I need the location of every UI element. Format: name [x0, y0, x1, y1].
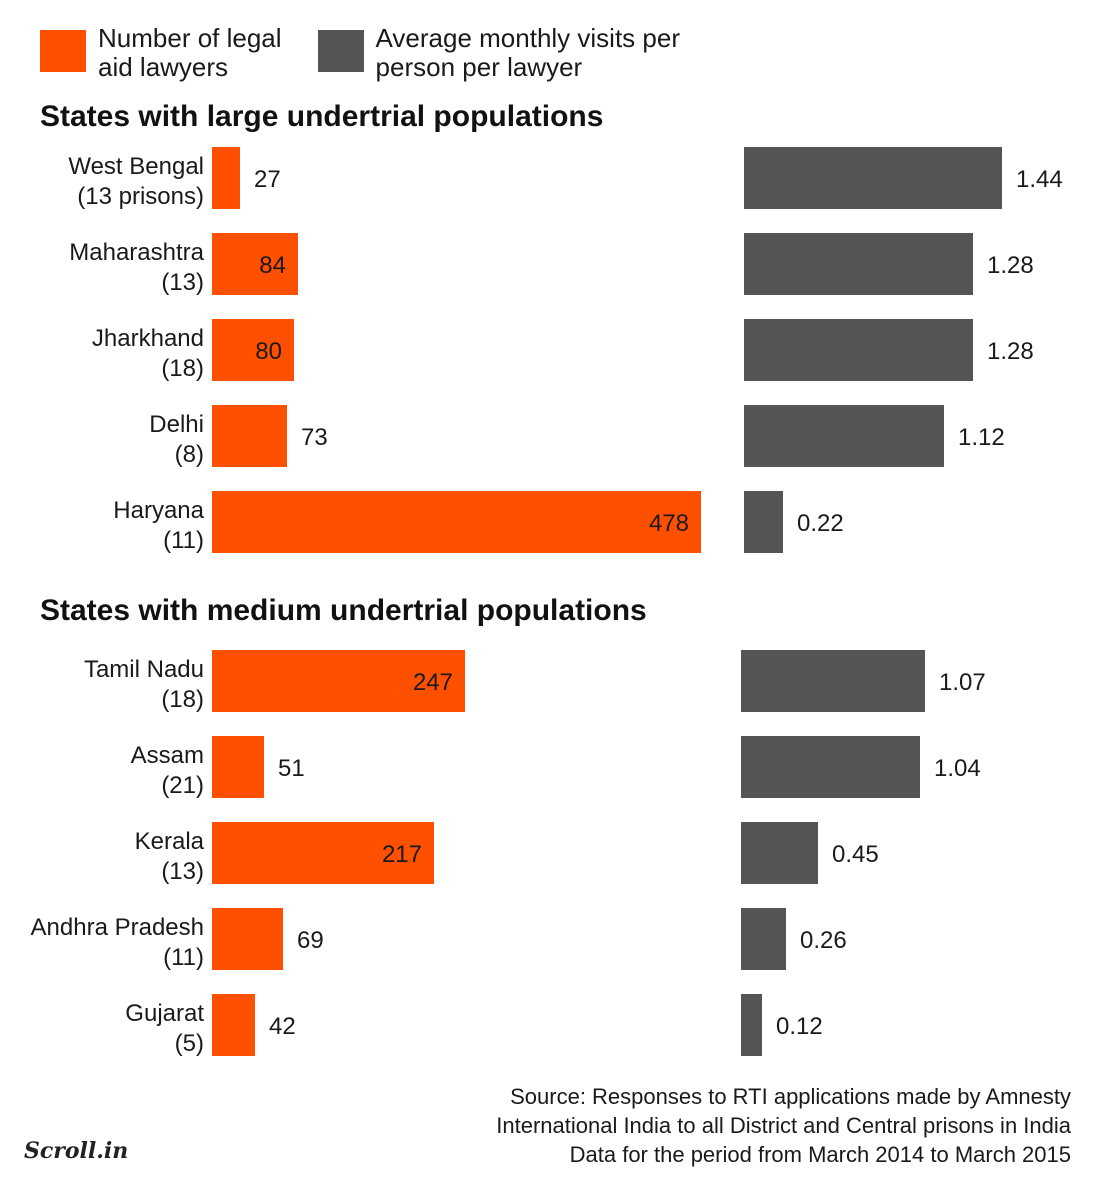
- lawyers-value-delhi: 73: [301, 424, 328, 451]
- visits-value-maharashtra: 1.28: [987, 252, 1034, 279]
- section-title-medium: States with medium undertrial population…: [40, 594, 647, 627]
- visits-value-assam: 1.04: [934, 755, 981, 782]
- lawyers-value-assam: 51: [278, 755, 305, 782]
- visits-bar-delhi: [744, 405, 944, 467]
- state-label-maharashtra: Maharashtra: [69, 239, 204, 266]
- visits-value-jharkhand: 1.28: [987, 338, 1034, 365]
- state-label-haryana: Haryana: [113, 497, 204, 524]
- lawyers-bar-delhi: [212, 405, 287, 467]
- lawyers-bar-west-bengal: [212, 147, 240, 209]
- lawyers-bar-jharkhand: [212, 319, 294, 381]
- prisons-label-west-bengal: (13 prisons): [77, 183, 204, 210]
- lawyers-bar-kerala: [212, 822, 434, 884]
- lawyers-value-andhra-pradesh: 69: [297, 927, 324, 954]
- scroll-logo: Scroll.in: [24, 1138, 129, 1164]
- lawyers-value-tamil-nadu: 247: [413, 669, 453, 696]
- visits-bar-jharkhand: [744, 319, 973, 381]
- visits-value-andhra-pradesh: 0.26: [800, 927, 847, 954]
- visits-bar-haryana: [744, 491, 783, 553]
- visits-value-delhi: 1.12: [958, 424, 1005, 451]
- visits-value-tamil-nadu: 1.07: [939, 669, 986, 696]
- prisons-label-assam: (21): [161, 772, 204, 799]
- state-label-delhi: Delhi: [149, 411, 204, 438]
- state-label-assam: Assam: [131, 742, 204, 769]
- visits-value-west-bengal: 1.44: [1016, 166, 1063, 193]
- visits-value-haryana: 0.22: [797, 510, 844, 537]
- visits-bar-maharashtra: [744, 233, 973, 295]
- visits-bar-andhra-pradesh: [741, 908, 786, 970]
- lawyers-value-jharkhand: 80: [255, 338, 282, 365]
- prisons-label-kerala: (13): [161, 858, 204, 885]
- state-label-andhra-pradesh: Andhra Pradesh: [31, 914, 204, 941]
- lawyers-value-maharashtra: 84: [259, 252, 286, 279]
- state-label-jharkhand: Jharkhand: [92, 325, 204, 352]
- visits-bar-kerala: [741, 822, 818, 884]
- lawyers-bar-haryana: [212, 491, 701, 553]
- prisons-label-delhi: (8): [175, 441, 204, 468]
- visits-bar-tamil-nadu: [741, 650, 925, 712]
- lawyers-value-gujarat: 42: [269, 1013, 296, 1040]
- legend-item-lawyers: Number of legal aid lawyers: [40, 24, 282, 82]
- lawyers-bar-maharashtra: [212, 233, 298, 295]
- state-label-tamil-nadu: Tamil Nadu: [84, 656, 204, 683]
- prisons-label-maharashtra: (13): [161, 269, 204, 296]
- prisons-label-tamil-nadu: (18): [161, 686, 204, 713]
- legend-swatch-lawyers: [40, 30, 86, 72]
- visits-value-kerala: 0.45: [832, 841, 879, 868]
- lawyers-value-haryana: 478: [649, 510, 689, 537]
- section-title-large: States with large undertrial populations: [40, 100, 604, 133]
- prisons-label-haryana: (11): [163, 527, 204, 554]
- state-label-gujarat: Gujarat: [125, 1000, 204, 1027]
- prisons-label-jharkhand: (18): [161, 355, 204, 382]
- source-note: Source: Responses to RTI applications ma…: [496, 1084, 1071, 1167]
- prisons-label-gujarat: (5): [175, 1030, 204, 1057]
- state-label-kerala: Kerala: [135, 828, 205, 855]
- legend-swatch-visits: [317, 30, 364, 72]
- lawyers-bar-andhra-pradesh: [212, 908, 283, 970]
- legend-label-visits: Average monthly visits per person per la…: [375, 23, 680, 82]
- legend-label-lawyers: Number of legal aid lawyers: [98, 23, 282, 82]
- visits-bar-west-bengal: [744, 147, 1002, 209]
- lawyers-bar-assam: [212, 736, 264, 798]
- legend-item-visits: Average monthly visits per person per la…: [317, 23, 680, 82]
- lawyers-value-west-bengal: 27: [254, 166, 281, 193]
- legend: Number of legal aid lawyers Average mont…: [40, 24, 680, 82]
- visits-bar-assam: [741, 736, 920, 798]
- lawyers-value-kerala: 217: [382, 841, 422, 868]
- prisons-label-andhra-pradesh: (11): [163, 944, 204, 971]
- visits-value-gujarat: 0.12: [776, 1013, 823, 1040]
- visits-bar-gujarat: [741, 994, 762, 1056]
- lawyers-bar-tamil-nadu: [212, 650, 465, 712]
- lawyers-bar-gujarat: [212, 994, 255, 1056]
- state-label-west-bengal: West Bengal: [68, 153, 204, 180]
